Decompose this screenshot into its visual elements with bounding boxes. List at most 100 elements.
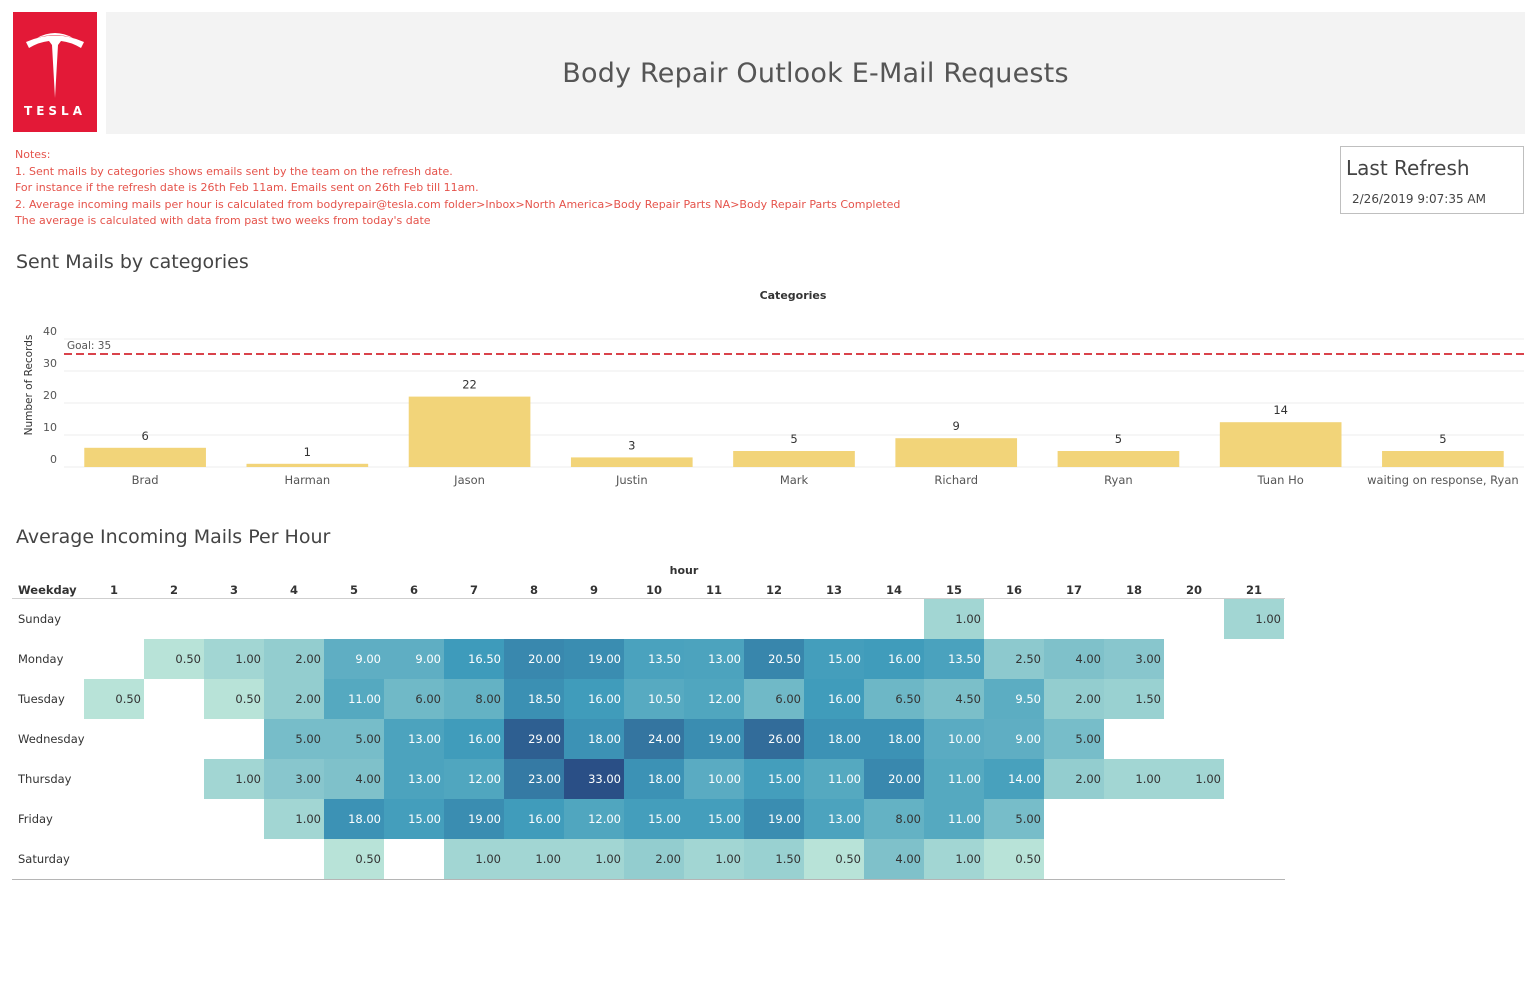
heatmap-cell[interactable] [564,719,624,759]
heatmap-cell[interactable] [624,639,684,679]
heatmap-cell[interactable] [444,759,504,799]
heatmap-cell[interactable] [684,719,744,759]
heatmap-cell[interactable] [264,759,324,799]
heatmap-cell[interactable] [984,839,1044,879]
heatmap-cell[interactable] [444,679,504,719]
bar[interactable] [246,463,369,467]
heatmap-cell[interactable] [864,679,924,719]
heatmap-cell[interactable] [264,679,324,719]
heatmap-cell[interactable] [984,639,1044,679]
heatmap-cell[interactable] [684,679,744,719]
heatmap-cell[interactable] [324,799,384,839]
bar[interactable] [733,451,855,467]
bar[interactable] [408,396,531,467]
heatmap-cell[interactable] [324,679,384,719]
heatmap-cell[interactable] [924,799,984,839]
heatmap-cell[interactable] [684,799,744,839]
heatmap-cell[interactable] [924,679,984,719]
heatmap-cell[interactable] [864,639,924,679]
heatmap-cell[interactable] [984,719,1044,759]
heatmap-cell[interactable] [924,719,984,759]
bar[interactable] [1382,451,1504,467]
bar[interactable] [1057,451,1180,467]
heatmap-cell[interactable] [264,799,324,839]
heatmap-cell[interactable] [924,639,984,679]
heatmap-cell[interactable] [444,639,504,679]
heatmap-cell[interactable] [864,759,924,799]
heatmap-cell[interactable] [684,759,744,799]
heatmap-cell[interactable] [1164,759,1224,799]
heatmap-cell[interactable] [864,799,924,839]
heatmap-cell[interactable] [744,719,804,759]
heatmap-cell[interactable] [1044,639,1104,679]
heatmap-cell[interactable] [504,719,564,759]
heatmap-cell[interactable] [384,799,444,839]
heatmap-cell[interactable] [444,719,504,759]
heatmap-cell[interactable] [624,839,684,879]
heatmap-cell[interactable] [504,759,564,799]
heatmap-cell[interactable] [324,639,384,679]
heatmap-cell[interactable] [744,839,804,879]
heatmap-cell[interactable] [684,639,744,679]
heatmap-cell[interactable] [384,759,444,799]
heatmap-cell[interactable] [564,639,624,679]
heatmap-cell[interactable] [204,759,264,799]
heatmap-cell[interactable] [324,839,384,879]
heatmap-cell[interactable] [564,679,624,719]
heatmap-cell[interactable] [924,759,984,799]
heatmap-cell[interactable] [1104,679,1164,719]
bar[interactable] [895,438,1018,467]
heatmap-cell[interactable] [504,839,564,879]
heatmap-cell[interactable] [624,679,684,719]
bar[interactable] [84,447,206,467]
heatmap-cell[interactable] [1104,639,1164,679]
heatmap-cell[interactable] [504,679,564,719]
heatmap-cell[interactable] [984,679,1044,719]
bar[interactable] [1219,422,1342,467]
heatmap-cell[interactable] [384,719,444,759]
heatmap-cell[interactable] [984,799,1044,839]
heatmap-cell[interactable] [504,639,564,679]
heatmap-cell[interactable] [504,799,564,839]
heatmap-cell[interactable] [444,799,504,839]
heatmap-cell[interactable] [804,679,864,719]
heatmap-cell[interactable] [624,759,684,799]
heatmap-cell[interactable] [264,719,324,759]
heatmap-cell[interactable] [924,599,984,639]
heatmap-cell[interactable] [924,839,984,879]
heatmap-cell[interactable] [1104,759,1164,799]
heatmap-cell[interactable] [144,639,204,679]
heatmap-cell[interactable] [1044,719,1104,759]
heatmap-cell[interactable] [804,799,864,839]
heatmap-cell[interactable] [384,639,444,679]
heatmap-cell[interactable] [324,719,384,759]
heatmap-cell[interactable] [1044,759,1104,799]
heatmap-cell[interactable] [864,719,924,759]
heatmap-cell[interactable] [324,759,384,799]
heatmap-cell[interactable] [444,839,504,879]
heatmap-cell[interactable] [564,759,624,799]
heatmap-cell[interactable] [1044,679,1104,719]
heatmap-cell[interactable] [204,639,264,679]
heatmap-cell[interactable] [744,799,804,839]
heatmap-cell[interactable] [744,639,804,679]
heatmap-cell[interactable] [744,759,804,799]
heatmap-cell[interactable] [264,639,324,679]
heatmap-cell[interactable] [684,839,744,879]
heatmap-cell[interactable] [384,679,444,719]
heatmap-cell[interactable] [624,719,684,759]
heatmap-cell[interactable] [564,799,624,839]
bar[interactable] [570,457,693,467]
heatmap-cell[interactable] [564,839,624,879]
heatmap-cell[interactable] [1224,599,1284,639]
heatmap-cell[interactable] [804,639,864,679]
heatmap-cell[interactable] [804,719,864,759]
heatmap-cell[interactable] [804,839,864,879]
heatmap-cell[interactable] [804,759,864,799]
heatmap-cell[interactable] [984,759,1044,799]
heatmap-cell[interactable] [84,679,144,719]
heatmap-cell[interactable] [624,799,684,839]
heatmap-cell[interactable] [204,679,264,719]
heatmap-cell[interactable] [744,679,804,719]
heatmap-cell[interactable] [864,839,924,879]
